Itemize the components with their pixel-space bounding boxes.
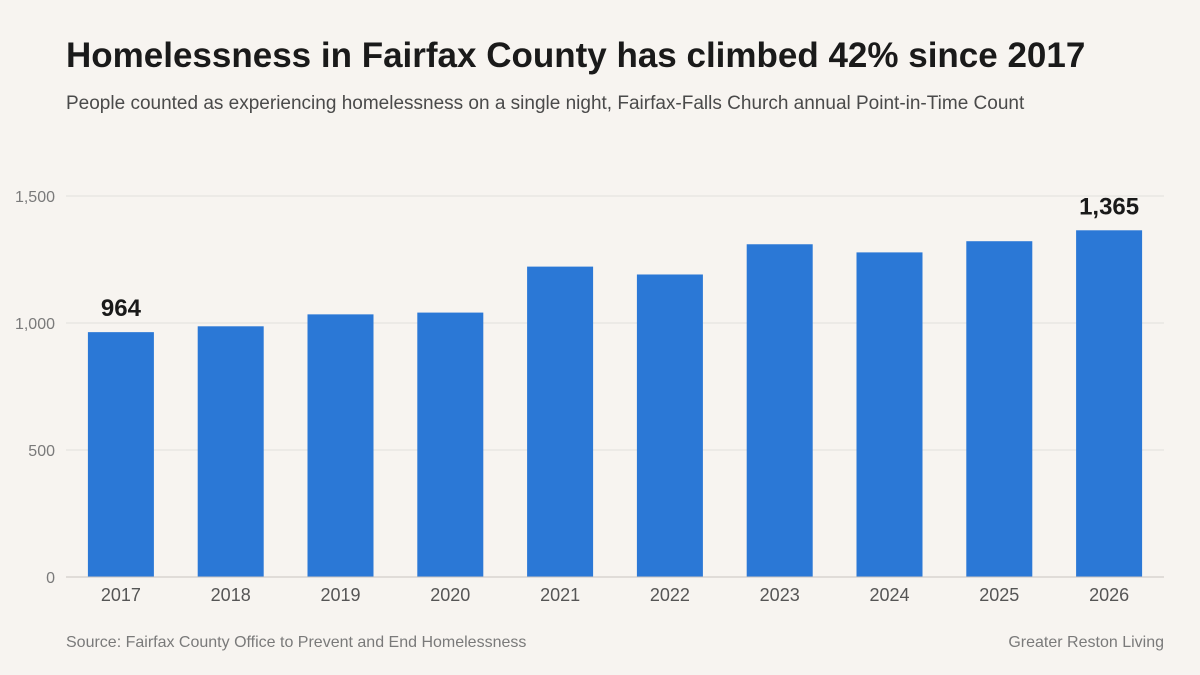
data-label-2017: 964 xyxy=(101,295,142,322)
bar-2019 xyxy=(307,314,374,577)
data-labels: 964 1,365 xyxy=(101,193,1139,322)
bars xyxy=(87,230,1143,578)
bar-2023 xyxy=(746,244,813,577)
x-tick-label: 2018 xyxy=(211,585,251,605)
y-tick-label: 1,000 xyxy=(15,316,55,333)
brand-credit: Greater Reston Living xyxy=(1008,634,1164,651)
bar-2022 xyxy=(636,274,703,577)
x-tick-label: 2019 xyxy=(320,585,360,605)
x-tick-label: 2024 xyxy=(869,585,909,605)
bar-2026 xyxy=(1076,230,1143,578)
x-tick-label: 2025 xyxy=(979,585,1019,605)
bar-2024 xyxy=(856,252,923,577)
x-axis-ticks: 2017 2018 2019 2020 2021 2022 2023 2024 2025 2026 xyxy=(101,585,1129,605)
bar-2017 xyxy=(87,332,154,577)
source-note: Source: Fairfax County Office to Prevent… xyxy=(66,634,527,651)
x-tick-label: 2026 xyxy=(1089,585,1129,605)
bar-2020 xyxy=(417,312,484,577)
chart-subtitle: People counted as experiencing homelessn… xyxy=(66,93,1025,114)
bar-2021 xyxy=(527,266,594,577)
chart-title: Homelessness in Fairfax County has climb… xyxy=(66,36,1086,75)
x-tick-label: 2023 xyxy=(760,585,800,605)
x-tick-label: 2022 xyxy=(650,585,690,605)
y-tick-label: 0 xyxy=(46,570,55,587)
data-label-2026: 1,365 xyxy=(1079,193,1139,220)
x-tick-label: 2017 xyxy=(101,585,141,605)
x-tick-label: 2020 xyxy=(430,585,470,605)
y-tick-label: 500 xyxy=(28,443,55,460)
bar-2025 xyxy=(966,241,1033,577)
bar-2018 xyxy=(197,326,264,577)
y-axis-ticks: 0 500 1,000 1,500 xyxy=(15,189,55,587)
y-tick-label: 1,500 xyxy=(15,189,55,206)
x-tick-label: 2021 xyxy=(540,585,580,605)
